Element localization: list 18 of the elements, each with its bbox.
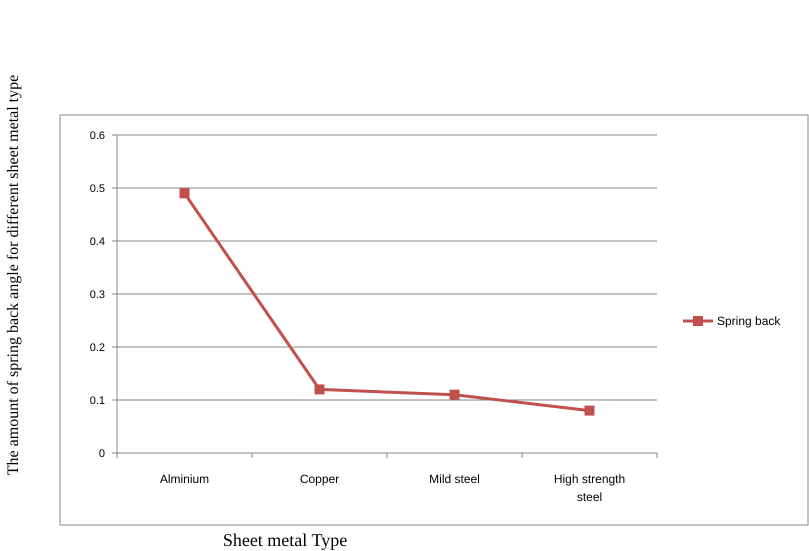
point	[180, 188, 190, 198]
y-tick-label: 0.1	[90, 394, 105, 407]
legend-label: Spring back	[717, 314, 782, 328]
x-tick-label: Alminium	[160, 472, 210, 486]
y-tick-label: 0.6	[90, 130, 105, 142]
x-axis-title: Sheet metal Type	[222, 530, 348, 550]
y-tick-label: 0	[98, 448, 105, 460]
x-tick-label: Copper	[300, 472, 340, 486]
point	[584, 406, 594, 416]
y-tick-label: 0.2	[90, 342, 105, 354]
point	[450, 390, 460, 400]
y-tick-label: 0.5	[90, 182, 105, 195]
point	[314, 384, 324, 394]
x-tick-label: Mild steel	[429, 472, 480, 486]
y-tick-label: 0.4	[90, 236, 105, 248]
y-tick-label: 0.3	[90, 288, 105, 301]
x-tick-label: High strength steel	[554, 472, 626, 504]
y-axis-title: The amount of spring back angle for different sheet metal type	[5, 74, 22, 476]
